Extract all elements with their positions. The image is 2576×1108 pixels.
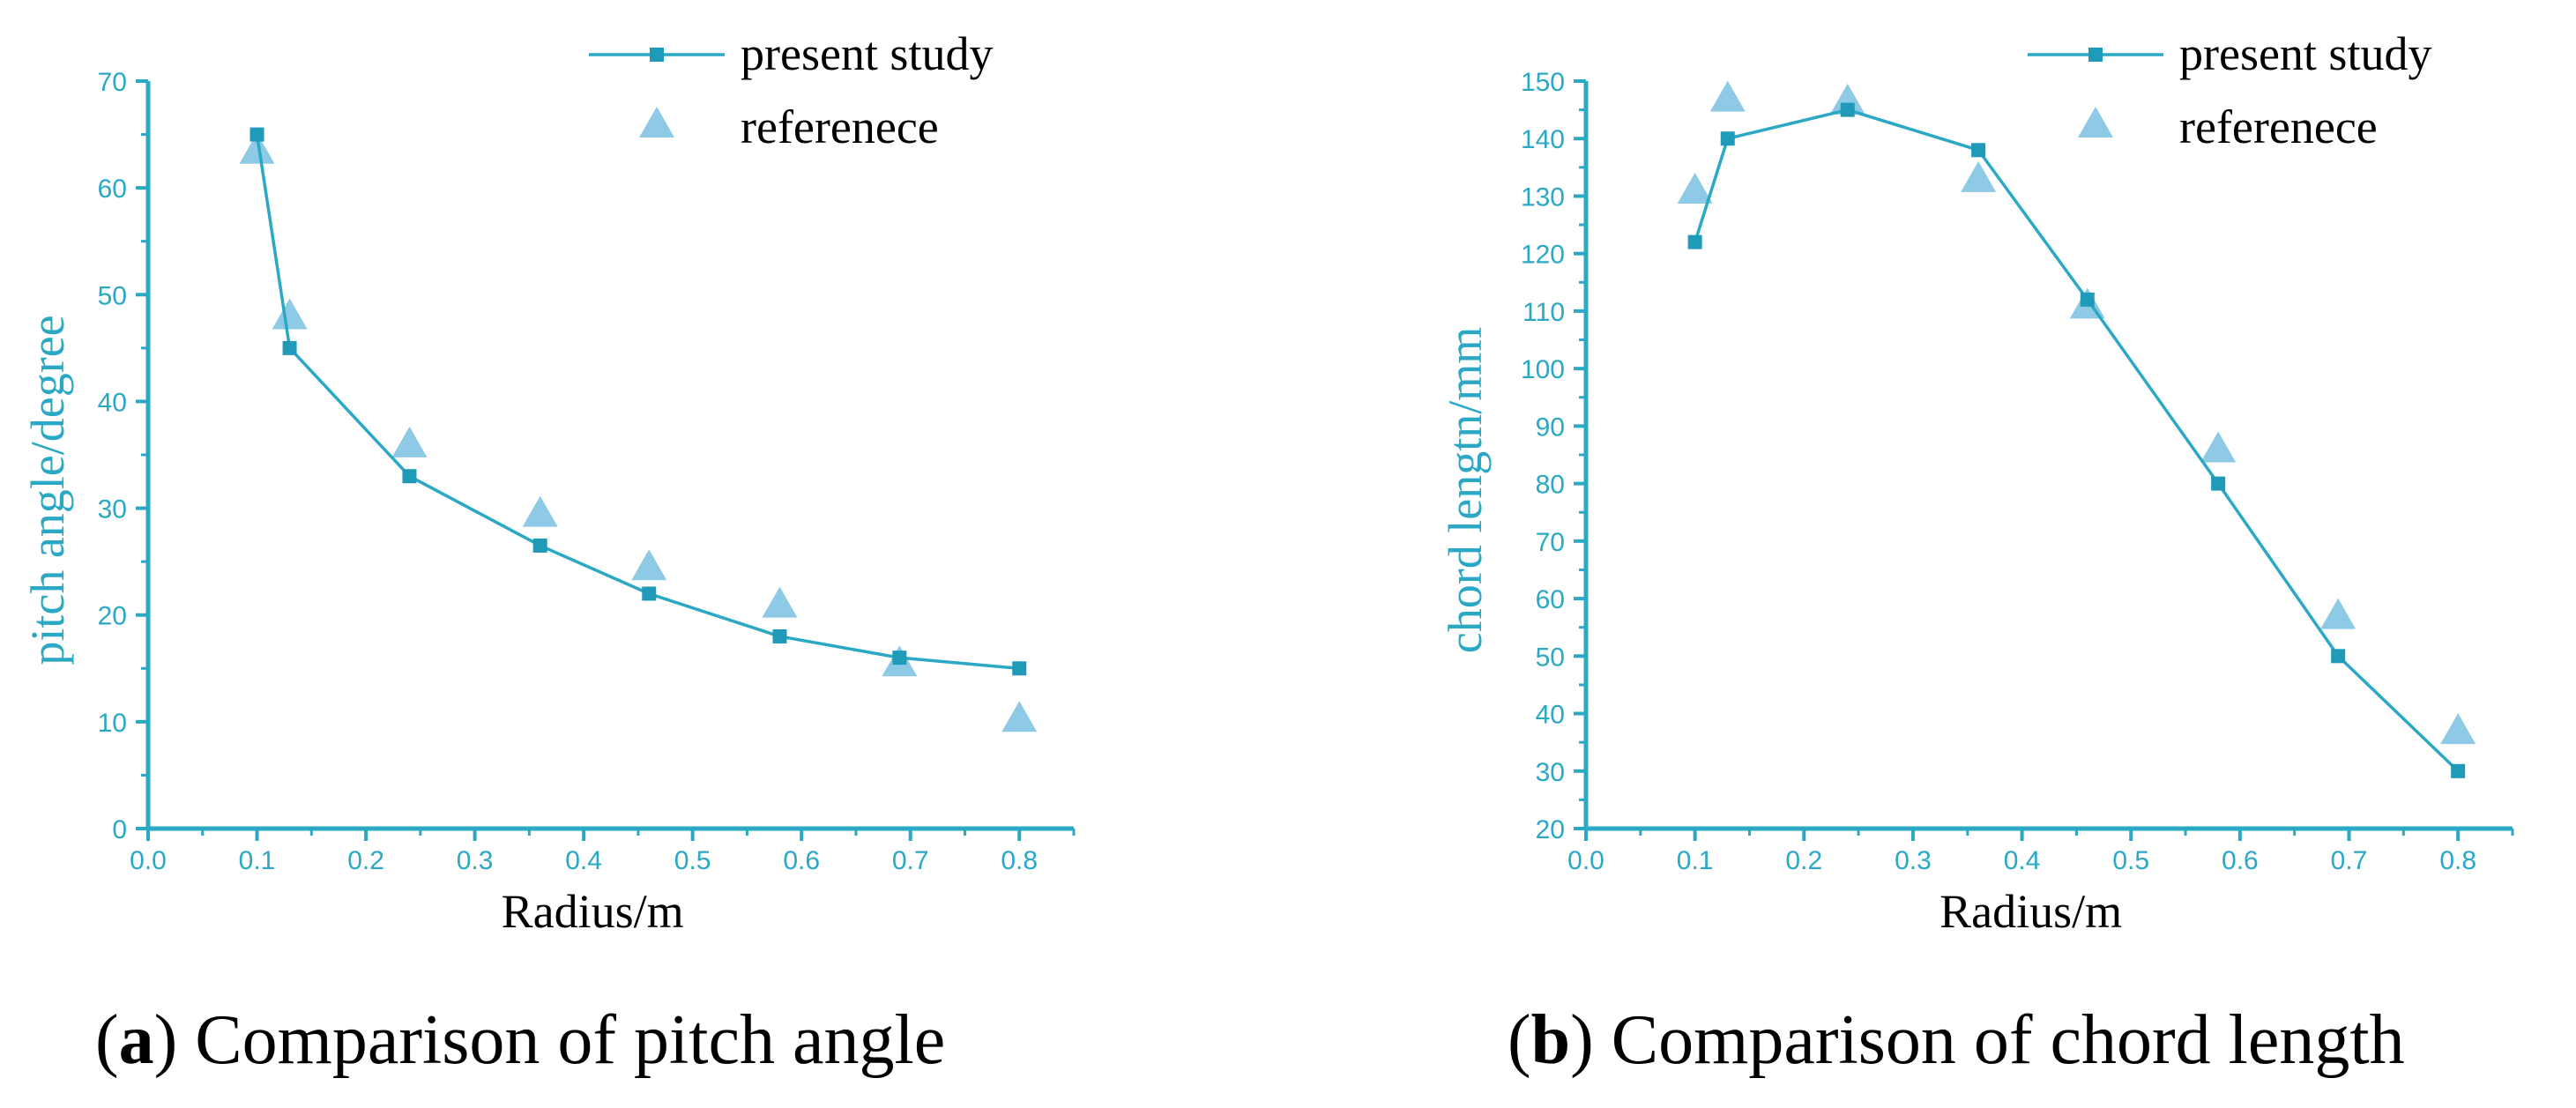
data-point-triangle	[522, 495, 558, 527]
data-point-square	[1840, 102, 1855, 117]
y-tick-label: 80	[1536, 471, 1565, 500]
data-point-square	[282, 340, 297, 355]
data-point-square	[892, 651, 907, 666]
data-point-triangle	[1677, 172, 1713, 204]
data-point-square	[1720, 131, 1735, 146]
y-tick-label: 120	[1521, 241, 1565, 270]
y-tick-label: 110	[1523, 298, 1565, 327]
data-point-square	[1971, 143, 1986, 158]
data-point-square	[1012, 661, 1027, 676]
x-tick-label: 0.2	[1785, 846, 1822, 875]
series-reference	[239, 132, 1038, 732]
y-tick-label: 10	[98, 709, 127, 738]
y-tick-label: 60	[98, 175, 127, 204]
legend-square-marker	[2088, 48, 2103, 62]
data-point-square	[772, 628, 787, 643]
y-tick-label: 50	[1536, 643, 1565, 672]
y-tick-label: 100	[1521, 355, 1565, 384]
series-line	[1693, 108, 2460, 773]
data-point-triangle	[762, 586, 798, 618]
y-tick-label: 150	[1521, 68, 1565, 97]
caption-a: (a) Comparison of pitch angle	[95, 1001, 946, 1079]
y-tick-label: 90	[1536, 413, 1565, 442]
legend-triangle-marker	[2078, 107, 2113, 138]
y-tick-label: 70	[98, 68, 127, 97]
y-tick-label: 30	[98, 495, 127, 524]
x-tick-label: 0.0	[1567, 846, 1604, 875]
y-tick-label: 50	[98, 281, 127, 310]
y-tick-label: 140	[1521, 125, 1565, 154]
x-tick-label: 0.3	[457, 846, 494, 875]
data-point-square	[402, 469, 417, 484]
data-point-triangle	[2440, 713, 2476, 745]
x-axis-title: Radius/m	[1939, 885, 2122, 938]
x-tick-label: 0.5	[674, 846, 711, 875]
x-tick-label: 0.7	[892, 846, 929, 875]
y-tick-label: 40	[1536, 701, 1565, 730]
series-reference	[1677, 80, 2476, 745]
x-tick-label: 0.0	[130, 846, 167, 875]
data-point-triangle	[2200, 431, 2237, 463]
data-point-triangle	[239, 132, 275, 164]
legend: present study referenece	[2028, 27, 2431, 153]
x-tick-label: 0.4	[565, 846, 602, 875]
data-point-triangle	[391, 426, 428, 457]
y-tick-label: 30	[1536, 758, 1565, 787]
data-point-triangle	[272, 298, 308, 330]
data-point-square	[2331, 649, 2346, 664]
caption-b-letter: b	[1530, 1001, 1571, 1079]
legend-label-present-study: present study	[741, 27, 993, 80]
legend-square-marker	[650, 48, 664, 62]
data-point-square	[2451, 763, 2466, 778]
x-tick-label: 0.1	[1677, 846, 1714, 875]
x-tick-label: 0.1	[239, 846, 276, 875]
data-point-square	[1687, 234, 1702, 249]
data-point-square	[642, 586, 657, 601]
data-point-triangle	[1709, 80, 1746, 112]
legend-label-reference: referenece	[741, 100, 939, 153]
series-present-study	[249, 127, 1027, 676]
y-tick-label: 70	[1536, 528, 1565, 557]
caption-b: (b) Comparison of chord length	[1508, 1001, 2405, 1079]
caption-a-letter: a	[118, 1001, 154, 1079]
x-tick-label: 0.6	[783, 846, 820, 875]
x-tick-label: 0.6	[2222, 846, 2259, 875]
data-point-triangle	[1001, 701, 1038, 732]
data-point-square	[249, 127, 264, 142]
series-present-study	[1687, 102, 2466, 778]
y-tick-label: 20	[1536, 815, 1565, 844]
caption-b-text: Comparison of chord length	[1611, 1001, 2405, 1079]
data-point-square	[2211, 476, 2226, 491]
y-tick-label: 20	[98, 602, 127, 631]
legend-triangle-marker	[639, 107, 674, 138]
y-axis-title: chord lengtn/mm	[1439, 327, 1492, 653]
legend: present study referenece	[589, 27, 993, 153]
data-point-square	[532, 538, 547, 553]
x-tick-label: 0.5	[2112, 846, 2149, 875]
data-point-triangle	[2320, 598, 2356, 629]
x-axis-title: Radius/m	[502, 885, 684, 938]
y-axis-title: pitch angle/degree	[21, 315, 74, 665]
legend-label-present-study: present study	[2179, 27, 2431, 80]
y-tick-label: 130	[1521, 182, 1565, 212]
chart-panel-b: 0.0 0.1 0.2 0.3 0.4 0.5 0.6 0.7 0.8 20 30 40 50 60 70 8…	[1439, 27, 2514, 938]
x-tick-label: 0.8	[2439, 846, 2476, 875]
data-point-triangle	[1961, 160, 1997, 192]
caption-a-text: Comparison of pitch angle	[195, 1001, 946, 1079]
x-tick-label: 0.3	[1895, 846, 1932, 875]
legend-label-reference: referenece	[2179, 100, 2378, 153]
y-tick-label: 0	[112, 815, 127, 844]
x-tick-label: 0.8	[1001, 846, 1038, 875]
data-point-triangle	[631, 549, 667, 581]
data-point-triangle	[1829, 83, 1865, 115]
series-line	[255, 134, 1020, 671]
x-tick-label: 0.4	[2004, 846, 2041, 875]
data-point-square	[2080, 292, 2095, 307]
x-tick-label: 0.7	[2331, 846, 2368, 875]
y-tick-label: 40	[98, 388, 127, 417]
y-tick-label: 60	[1536, 585, 1565, 614]
chart-panel-a: 0.0 0.1 0.2 0.3 0.4 0.5 0.6 0.7 0.8 0 10 20 30 40 50 60…	[21, 27, 1076, 938]
x-tick-label: 0.2	[347, 846, 384, 875]
